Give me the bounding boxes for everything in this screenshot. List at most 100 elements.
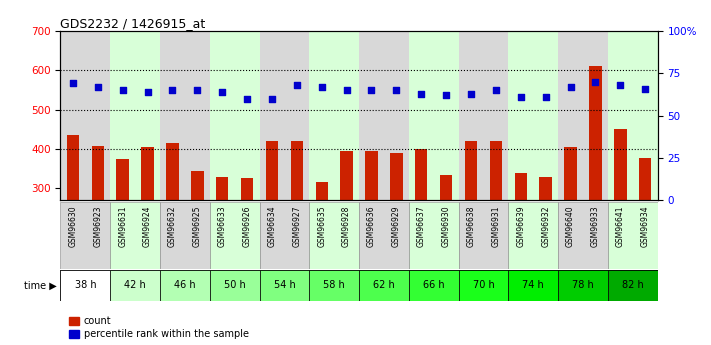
Bar xyxy=(210,31,260,200)
Point xyxy=(216,89,228,95)
Bar xyxy=(508,31,558,200)
Bar xyxy=(160,31,210,200)
Point xyxy=(415,91,427,96)
Text: 46 h: 46 h xyxy=(174,280,196,290)
Bar xyxy=(409,202,459,269)
Text: 58 h: 58 h xyxy=(324,280,345,290)
Point xyxy=(117,87,128,93)
Point xyxy=(341,87,352,93)
Text: GSM96924: GSM96924 xyxy=(143,205,152,247)
Text: GSM96923: GSM96923 xyxy=(93,205,102,247)
Bar xyxy=(558,270,608,301)
Point xyxy=(266,96,277,101)
Bar xyxy=(160,270,210,301)
Bar xyxy=(110,202,160,269)
Text: GSM96927: GSM96927 xyxy=(292,205,301,247)
Point xyxy=(166,87,178,93)
Bar xyxy=(608,270,658,301)
Point xyxy=(614,82,626,88)
Bar xyxy=(67,135,79,306)
Text: 62 h: 62 h xyxy=(373,280,395,290)
Bar xyxy=(565,147,577,306)
Bar xyxy=(210,202,260,269)
Text: GSM96638: GSM96638 xyxy=(466,205,476,247)
Text: GSM96641: GSM96641 xyxy=(616,205,625,247)
Point xyxy=(141,89,154,95)
Bar xyxy=(260,270,309,301)
Point xyxy=(391,87,402,93)
Text: GSM96926: GSM96926 xyxy=(242,205,252,247)
Text: 82 h: 82 h xyxy=(622,280,643,290)
Text: GSM96635: GSM96635 xyxy=(317,205,326,247)
Text: GSM96637: GSM96637 xyxy=(417,205,426,247)
Text: GSM96930: GSM96930 xyxy=(442,205,451,247)
Bar xyxy=(141,147,154,306)
Bar xyxy=(341,151,353,306)
Bar xyxy=(508,202,558,269)
Bar xyxy=(589,67,602,306)
Bar xyxy=(490,141,502,306)
Bar xyxy=(465,141,477,306)
Text: 78 h: 78 h xyxy=(572,280,594,290)
Point xyxy=(241,96,253,101)
Bar xyxy=(359,31,409,200)
Bar xyxy=(359,202,409,269)
Bar xyxy=(191,171,203,306)
Text: GSM96934: GSM96934 xyxy=(641,205,650,247)
Bar xyxy=(608,202,658,269)
Text: GSM96639: GSM96639 xyxy=(516,205,525,247)
Bar xyxy=(459,202,508,269)
Bar xyxy=(60,270,110,301)
Bar xyxy=(365,151,378,306)
Bar xyxy=(309,202,359,269)
Bar xyxy=(117,159,129,306)
Text: GSM96933: GSM96933 xyxy=(591,205,600,247)
Point xyxy=(67,81,78,86)
Bar xyxy=(110,270,160,301)
Legend: count, percentile rank within the sample: count, percentile rank within the sample xyxy=(65,313,252,343)
Text: time ▶: time ▶ xyxy=(24,280,57,290)
Bar xyxy=(558,202,608,269)
Bar xyxy=(459,270,508,301)
Text: GSM96928: GSM96928 xyxy=(342,205,351,247)
Text: GSM96925: GSM96925 xyxy=(193,205,202,247)
Text: 74 h: 74 h xyxy=(523,280,544,290)
Text: 54 h: 54 h xyxy=(274,280,295,290)
Bar xyxy=(409,31,459,200)
Bar xyxy=(160,202,210,269)
Bar xyxy=(291,141,303,306)
Bar xyxy=(459,31,508,200)
Point xyxy=(316,84,327,90)
Bar xyxy=(316,183,328,306)
Point xyxy=(540,94,551,100)
Text: GSM96630: GSM96630 xyxy=(68,205,77,247)
Text: GSM96634: GSM96634 xyxy=(267,205,277,247)
Bar xyxy=(415,149,427,306)
Text: GSM96932: GSM96932 xyxy=(541,205,550,247)
Bar xyxy=(390,153,402,306)
Text: GDS2232 / 1426915_at: GDS2232 / 1426915_at xyxy=(60,17,205,30)
Point xyxy=(92,84,104,90)
Point xyxy=(565,84,576,90)
Point xyxy=(639,86,651,91)
Bar xyxy=(639,158,651,306)
Text: 50 h: 50 h xyxy=(224,280,245,290)
Text: GSM96632: GSM96632 xyxy=(168,205,177,247)
Bar xyxy=(110,31,160,200)
Bar xyxy=(359,270,409,301)
Bar xyxy=(409,270,459,301)
Text: GSM96631: GSM96631 xyxy=(118,205,127,247)
Bar xyxy=(241,178,253,306)
Bar xyxy=(60,31,110,200)
Bar xyxy=(309,31,359,200)
Point xyxy=(515,94,526,100)
Bar xyxy=(166,143,178,306)
Bar xyxy=(515,172,527,306)
Bar xyxy=(608,31,658,200)
Bar xyxy=(210,270,260,301)
Point xyxy=(191,87,203,93)
Bar xyxy=(92,146,104,306)
Bar xyxy=(508,270,558,301)
Text: GSM96640: GSM96640 xyxy=(566,205,575,247)
Text: 70 h: 70 h xyxy=(473,280,494,290)
